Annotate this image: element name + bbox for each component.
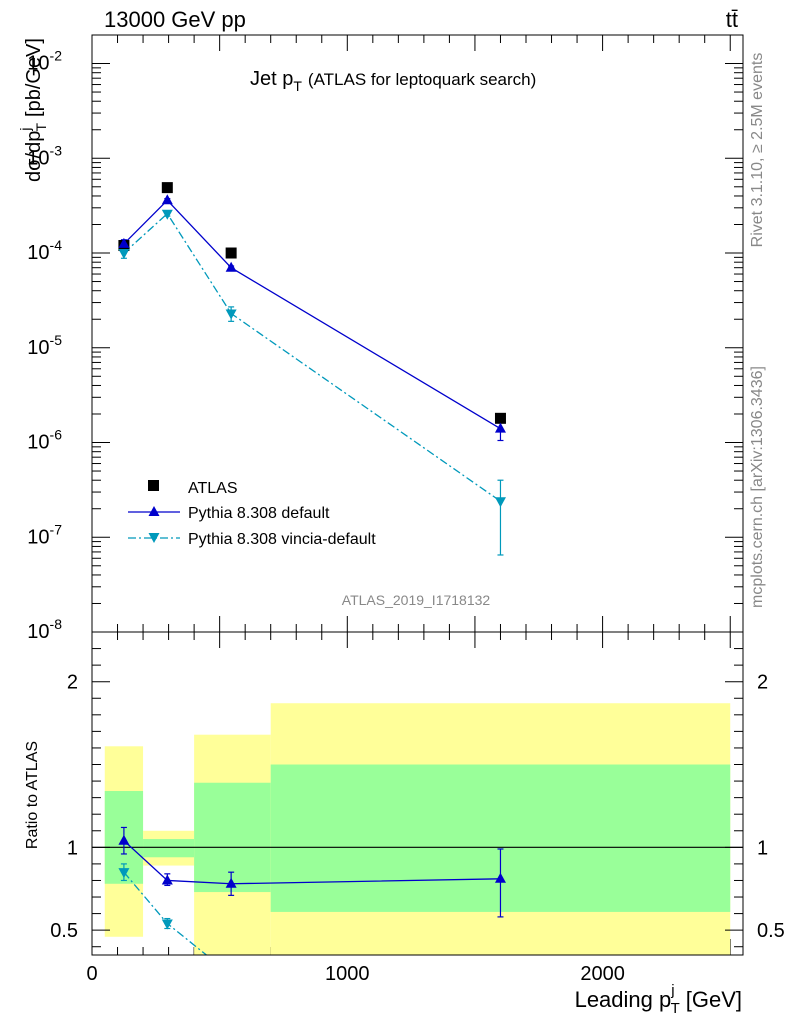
main-y-tick-exponent: -2 bbox=[50, 48, 63, 64]
legend-label-atlas: ATLAS bbox=[188, 480, 238, 497]
plot-title: Jet pT (ATLAS for leptoquark search) bbox=[250, 68, 536, 94]
ratio-y-tick-label-right: 2 bbox=[757, 672, 768, 694]
x-axis-label-sup: j bbox=[670, 982, 674, 999]
data-point-atlas bbox=[161, 182, 173, 194]
main-y-axis-label-sup: j bbox=[17, 128, 33, 132]
series-line-default bbox=[123, 199, 501, 430]
series-line-vincia bbox=[123, 212, 501, 502]
x-axis-label: Leading pj T [GeV] bbox=[575, 982, 742, 1017]
main-y-tick-base: 10 bbox=[27, 53, 49, 75]
ratio-point-default bbox=[161, 874, 173, 885]
process-label: tt̄ bbox=[726, 7, 738, 32]
x-tick-label: 2000 bbox=[580, 963, 625, 985]
uncertainty-band-green bbox=[143, 839, 195, 858]
data-point-vincia bbox=[225, 309, 237, 320]
main-y-tick-base: 10 bbox=[27, 147, 49, 169]
ratio-y-tick-label-right: 0.5 bbox=[757, 920, 785, 942]
main-y-tick-exponent: -6 bbox=[50, 427, 63, 443]
legend-marker-atlas bbox=[148, 480, 159, 491]
data-point-vincia bbox=[161, 209, 173, 220]
data-point-default bbox=[118, 237, 130, 248]
ratio-y-axis-label: Ratio to ATLAS bbox=[24, 741, 41, 849]
data-point-atlas bbox=[494, 412, 506, 424]
main-y-axis-label-sub: T bbox=[33, 123, 49, 132]
main-y-tick-label: 10-8 bbox=[27, 616, 62, 643]
energy-label: 13000 GeV pp bbox=[104, 7, 246, 32]
main-y-tick-base: 10 bbox=[27, 621, 49, 643]
legend-marker-default bbox=[148, 506, 160, 516]
analysis-watermark: ATLAS_2019_I1718132 bbox=[342, 592, 491, 608]
x-tick-label: 1000 bbox=[325, 963, 370, 985]
main-y-axis-label: dσ/dpjT [pb/GeV] bbox=[17, 38, 49, 182]
ratio-y-tick-label: 0.5 bbox=[50, 920, 78, 942]
main-y-tick-label: 10-5 bbox=[27, 332, 62, 359]
ratio-point-vincia bbox=[161, 919, 173, 930]
main-y-tick-label: 10-6 bbox=[27, 427, 62, 454]
main-y-tick-exponent: -8 bbox=[50, 616, 63, 632]
mcplots-label: mcplots.cern.ch [arXiv:1306.3436] bbox=[749, 366, 766, 608]
main-y-tick-base: 10 bbox=[27, 526, 49, 548]
ratio-panel: 2 2 1 1 0.5 0.5 0 1000 2000 bbox=[50, 632, 785, 985]
x-axis-label-main: Leading p bbox=[575, 987, 672, 1012]
ratio-y-tick-label-right: 1 bbox=[757, 837, 768, 859]
ratio-point-vincia bbox=[118, 868, 130, 879]
plot-title-sub: T bbox=[293, 78, 302, 94]
ratio-series-group bbox=[118, 826, 506, 981]
legend-marker-vincia bbox=[148, 533, 160, 543]
legend: ATLAS Pythia 8.308 default Pythia 8.308 … bbox=[128, 480, 376, 548]
ratio-y-tick-label: 2 bbox=[67, 672, 78, 694]
x-axis-label-unit: [GeV] bbox=[686, 987, 742, 1012]
main-y-tick-label: 10-3 bbox=[27, 142, 62, 169]
main-y-tick-exponent: -4 bbox=[50, 237, 63, 253]
main-y-tick-base: 10 bbox=[27, 242, 49, 264]
data-point-atlas bbox=[225, 247, 237, 259]
ratio-point-default bbox=[225, 877, 237, 888]
data-point-default bbox=[494, 422, 506, 433]
uncertainty-band-green bbox=[194, 782, 271, 893]
main-y-tick-label: 10-7 bbox=[27, 521, 62, 548]
main-y-axis-label-unit: [pb/GeV] bbox=[23, 38, 45, 117]
ratio-line-default bbox=[123, 840, 501, 885]
main-y-axis-label-main: dσ/dp bbox=[23, 131, 45, 182]
x-tick-label: 0 bbox=[86, 963, 97, 985]
plot-title-main: Jet p bbox=[250, 68, 293, 90]
legend-label-default: Pythia 8.308 default bbox=[188, 505, 330, 522]
main-y-tick-label: 10-4 bbox=[27, 237, 62, 264]
main-y-tick-base: 10 bbox=[27, 337, 49, 359]
legend-label-vincia: Pythia 8.308 vincia-default bbox=[188, 531, 376, 548]
main-panel: 10-210-310-410-510-610-710-8 bbox=[27, 35, 743, 643]
main-y-tick-base: 10 bbox=[27, 432, 49, 454]
ratio-point-default bbox=[494, 872, 506, 883]
rivet-label: Rivet 3.1.10, ≥ 2.5M events bbox=[749, 53, 766, 248]
main-y-tick-label: 10-2 bbox=[27, 48, 62, 75]
data-point-default bbox=[161, 194, 173, 205]
ratio-point-default bbox=[118, 834, 130, 845]
data-point-vincia bbox=[494, 497, 506, 508]
main-y-tick-exponent: -7 bbox=[50, 521, 63, 537]
ratio-y-tick-label: 1 bbox=[67, 837, 78, 859]
data-point-default bbox=[225, 261, 237, 272]
x-axis-label-sub: T bbox=[671, 1000, 680, 1017]
ratio-point-vincia bbox=[226, 971, 237, 981]
main-y-tick-exponent: -5 bbox=[50, 332, 63, 348]
main-y-tick-exponent: -3 bbox=[50, 142, 63, 158]
data-point-vincia bbox=[118, 249, 130, 260]
ratio-frame bbox=[91, 631, 744, 956]
plot-title-rest: (ATLAS for leptoquark search) bbox=[308, 70, 536, 89]
